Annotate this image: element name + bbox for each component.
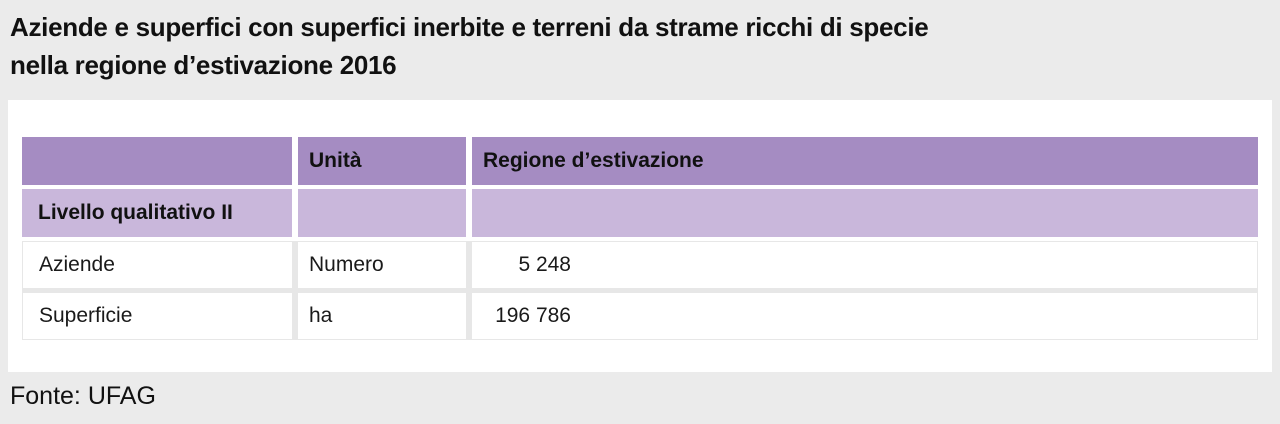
table-section-cell-empty	[298, 189, 466, 237]
table-panel: Unità Regione d’estivazione Livello qual…	[8, 100, 1272, 372]
row-value-number: 5 248	[518, 253, 571, 276]
table-section-cell-empty	[472, 189, 1258, 237]
table-header-row: Unità Regione d’estivazione	[22, 137, 1258, 185]
row-value-number: 196 786	[495, 304, 571, 327]
table-section-row: Livello qualitativo II	[22, 189, 1258, 237]
table-body: Aziende Numero 5 248 Superficie ha 196 7…	[22, 241, 1258, 340]
row-value: 5 248	[472, 242, 1257, 288]
table-section-label: Livello qualitativo II	[22, 189, 292, 237]
page-title-line1: Aziende e superfici con superfici inerbi…	[10, 12, 929, 42]
row-label: Aziende	[23, 242, 292, 288]
page-title-line2: nella regione d’estivazione 2016	[10, 50, 397, 80]
table-row-superficie: Superficie ha 196 786	[23, 293, 1257, 339]
source-note: Fonte: UFAG	[10, 382, 156, 410]
row-unit: ha	[298, 293, 466, 339]
table-header-cell-unit: Unità	[298, 137, 466, 185]
row-value: 196 786	[472, 293, 1257, 339]
statistics-table: Unità Regione d’estivazione Livello qual…	[22, 137, 1258, 340]
table-header-cell-region: Regione d’estivazione	[472, 137, 1258, 185]
table-header-cell-empty	[22, 137, 292, 185]
table-row-aziende: Aziende Numero 5 248	[23, 242, 1257, 288]
row-label: Superficie	[23, 293, 292, 339]
row-unit: Numero	[298, 242, 466, 288]
page-title: Aziende e superfici con superfici inerbi…	[10, 8, 1270, 84]
